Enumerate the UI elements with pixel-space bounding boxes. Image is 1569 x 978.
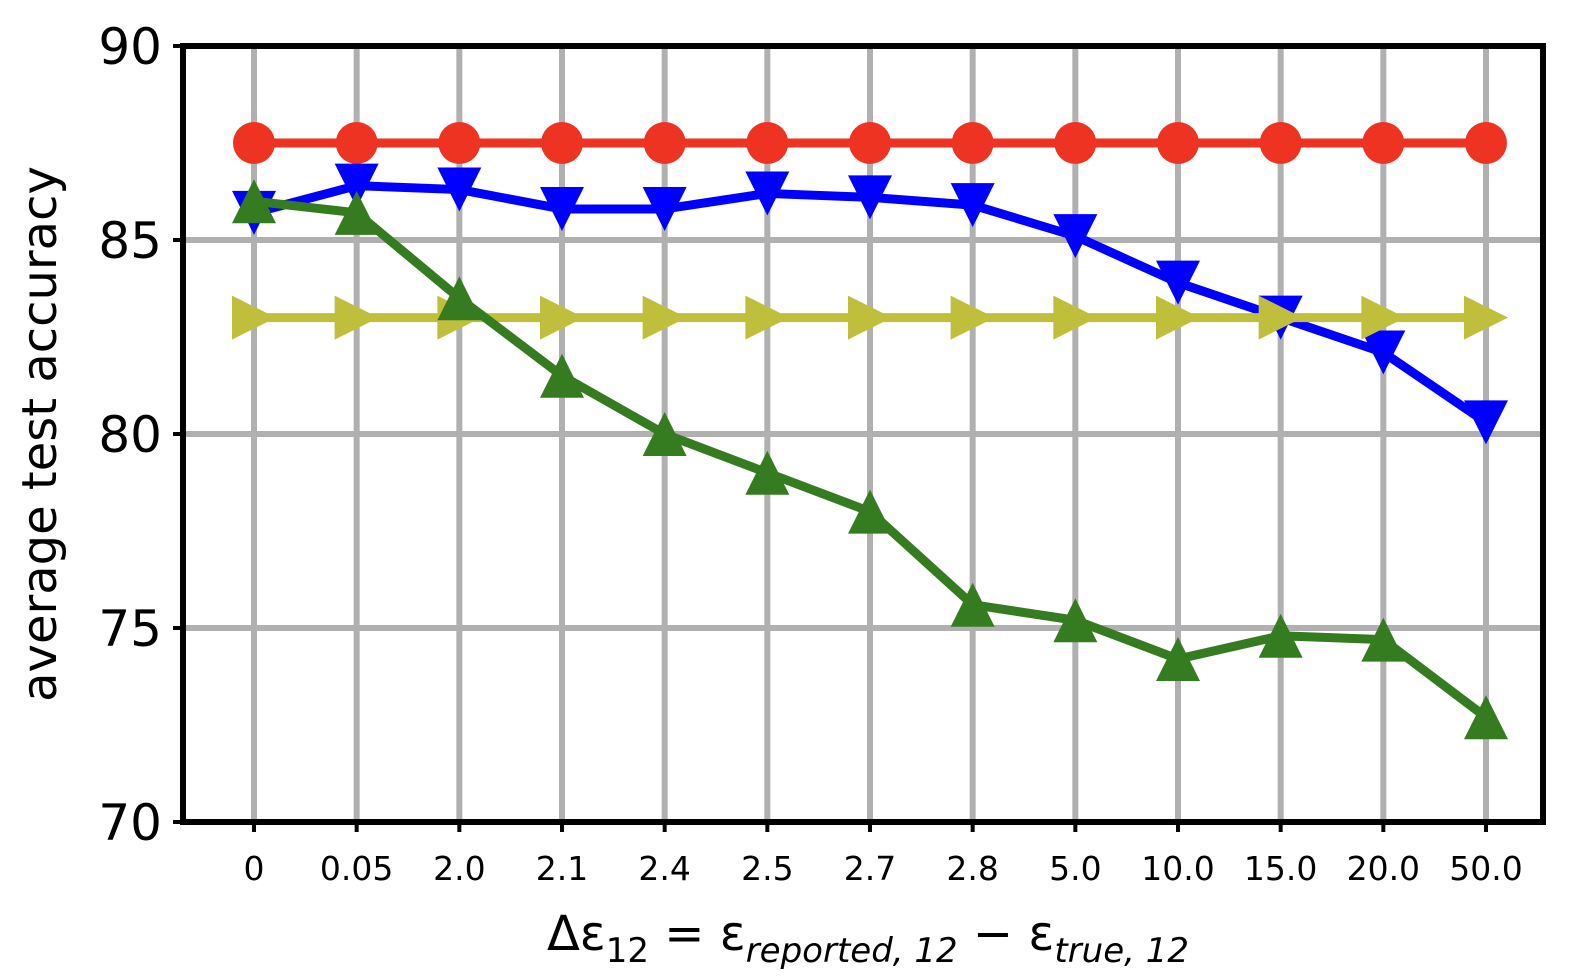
triangle-right-marker (1361, 295, 1406, 340)
x-label-prefix: Δε (547, 906, 606, 962)
triangle-up-marker (232, 179, 276, 224)
x-tick-label: 2.0 (433, 849, 485, 888)
triangle-down-marker (437, 167, 482, 212)
x-tick-label: 2.4 (638, 849, 690, 888)
triangle-right-marker (540, 295, 584, 340)
triangle-right-marker (1258, 295, 1303, 340)
triangle-down-marker (848, 175, 892, 220)
y-tick-label: 85 (98, 212, 162, 270)
x-tick-label: 10.0 (1141, 849, 1214, 888)
triangle-right-marker (1464, 295, 1508, 340)
triangle-right-marker (1053, 295, 1098, 340)
triangle-down-marker (745, 171, 790, 216)
circle-marker (541, 122, 583, 164)
x-label-eq: = ε (649, 906, 746, 962)
circle-marker (1362, 122, 1405, 164)
triangle-down-marker (1053, 214, 1098, 259)
triangle-right-marker (642, 295, 687, 340)
series-layer (232, 122, 1508, 740)
circle-marker (1259, 122, 1302, 164)
triangle-right-marker (1156, 295, 1200, 340)
x-tick-label: 0 (244, 849, 265, 888)
triangle-up-marker (642, 412, 687, 456)
triangle-right-marker (848, 295, 892, 340)
x-tick-label: 50.0 (1449, 849, 1522, 888)
triangle-right-marker (950, 295, 995, 340)
circle-marker (1054, 122, 1097, 164)
triangle-right-marker (334, 295, 379, 340)
triangle-up-marker (540, 353, 584, 398)
circle-marker (849, 122, 891, 164)
series-1 (233, 122, 1507, 164)
x-label-minus: − ε (958, 906, 1055, 962)
x-axis: 0 0.05 2.0 2.1 2.4 2.5 2.7 2.8 5.0 10.0 15.0 20.0 50… (244, 822, 1523, 888)
series-4 (232, 179, 1508, 740)
circle-marker (438, 122, 481, 164)
triangle-up-marker (1464, 695, 1508, 740)
triangle-up-marker (437, 276, 482, 321)
x-tick-label: 2.5 (741, 849, 793, 888)
y-tick-label: 75 (98, 600, 162, 658)
triangle-up-marker (1053, 598, 1098, 643)
x-axis-label: Δε12 = εreported, 12 − εtrue, 12 (547, 906, 1189, 971)
x-tick-label: 15.0 (1244, 849, 1317, 888)
y-tick-label: 80 (98, 406, 162, 464)
triangle-down-marker (334, 163, 379, 208)
triangle-down-marker (642, 186, 687, 231)
circle-marker (1465, 122, 1507, 164)
triangle-up-marker (950, 582, 995, 627)
y-axis: 70 75 80 85 90 (98, 18, 183, 852)
x-tick-label: 2.8 (946, 849, 998, 888)
triangle-right-marker (232, 295, 276, 340)
triangle-down-marker (1361, 330, 1406, 375)
x-label-sub2: reported, 12 (746, 931, 958, 971)
triangle-up-marker (1258, 613, 1303, 658)
x-tick-label: 2.1 (536, 849, 588, 888)
triangle-up-marker (745, 450, 790, 495)
x-tick-label: 5.0 (1049, 849, 1101, 888)
triangle-down-marker (540, 186, 584, 231)
y-axis-label: average test accuracy (12, 166, 68, 702)
triangle-up-marker (334, 190, 379, 235)
triangle-down-marker (950, 183, 995, 228)
triangle-up-marker (848, 489, 892, 534)
x-label-sub1: 12 (606, 931, 649, 971)
triangle-down-marker (1156, 260, 1200, 305)
triangle-down-marker (1464, 400, 1508, 445)
triangle-up-marker (1156, 637, 1200, 682)
triangle-up-marker (1361, 617, 1406, 662)
circle-marker (1157, 122, 1199, 164)
x-label-sub3: true, 12 (1054, 931, 1189, 971)
circle-marker (233, 122, 275, 164)
circle-marker (746, 122, 789, 164)
circle-marker (951, 122, 994, 164)
triangle-right-marker (745, 295, 790, 340)
x-tick-label: 0.05 (320, 849, 393, 888)
y-tick-label: 70 (98, 794, 162, 852)
x-tick-label: 2.7 (844, 849, 896, 888)
x-tick-label: 20.0 (1347, 849, 1420, 888)
circle-marker (643, 122, 686, 164)
y-tick-label: 90 (98, 18, 162, 76)
circle-marker (335, 122, 378, 164)
